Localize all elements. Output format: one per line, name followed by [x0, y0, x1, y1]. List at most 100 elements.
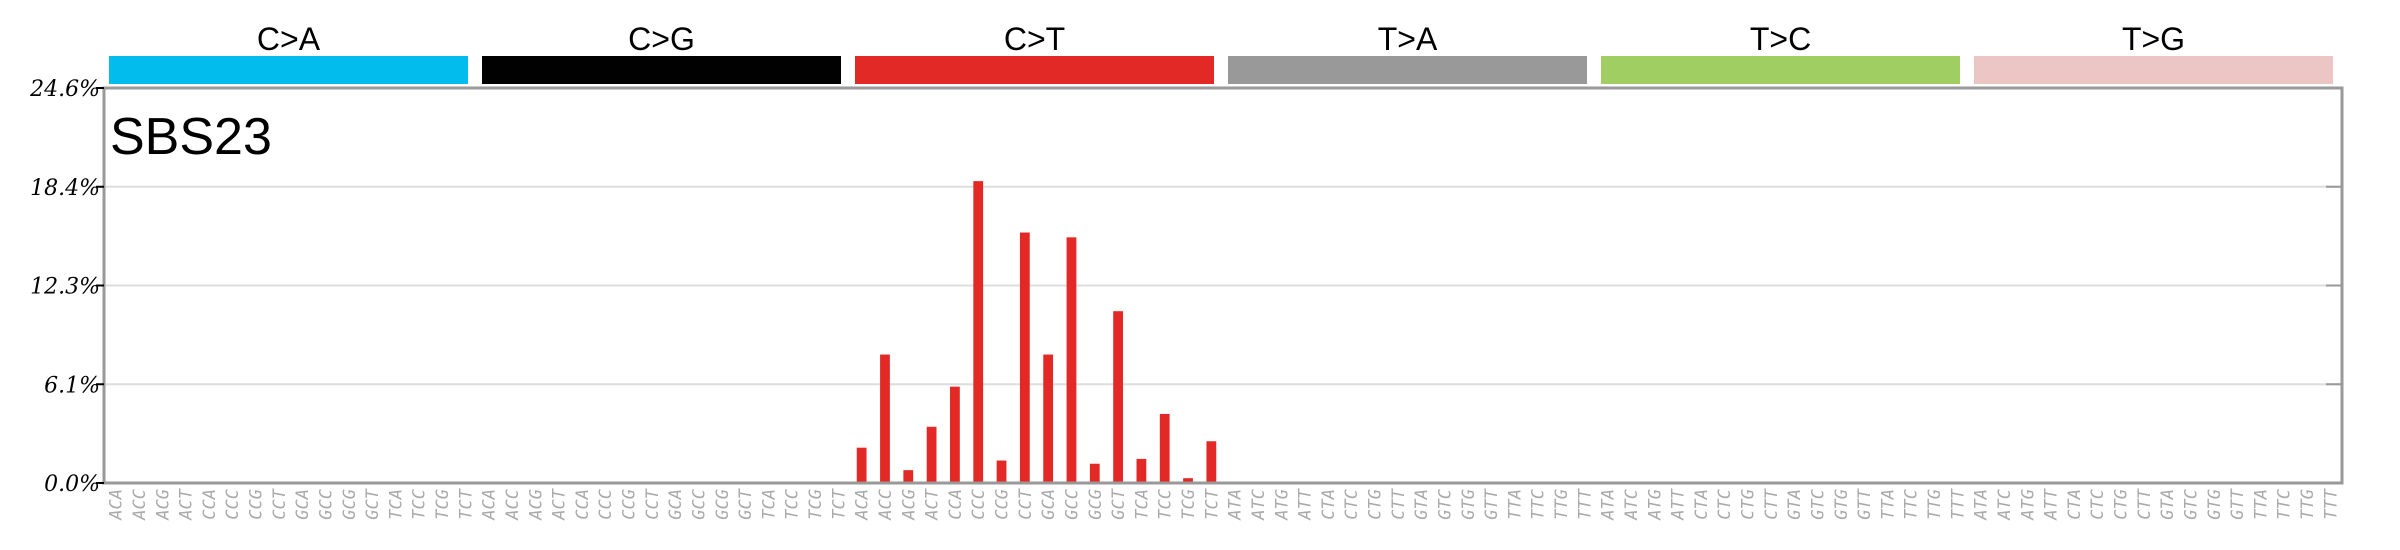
x-tick-label: ACC [130, 488, 150, 520]
x-tick-label: GCT [736, 487, 756, 519]
x-tick-label: GTC [1808, 488, 1828, 519]
x-tick-label: GCC [689, 488, 709, 519]
x-tick-label: ATT [1296, 487, 1316, 520]
x-tick-label: ATG [2018, 489, 2038, 521]
bar [1089, 463, 1100, 483]
x-tick-label: CCG [620, 489, 640, 520]
x-tick-label: ACA [480, 489, 500, 521]
x-tick-label: CTA [2065, 489, 2085, 520]
x-tick-label: GTA [1785, 489, 1805, 520]
mutation-band [482, 56, 841, 84]
mutation-type-label: C>G [628, 21, 695, 57]
x-tick-label: CTA [1692, 489, 1712, 520]
y-tick-label: 12.3% [30, 275, 100, 300]
mutation-type-label: T>C [1750, 21, 1811, 57]
bar [856, 447, 867, 483]
x-tick-label: ACA [853, 489, 873, 521]
x-tick-label: TCC [783, 488, 803, 519]
bar [903, 470, 914, 483]
x-tick-label: CCC [223, 488, 243, 519]
x-tick-label: ACT [550, 487, 570, 520]
x-tick-label: CTT [1762, 487, 1782, 519]
x-tick-label: TCA [1132, 489, 1152, 520]
x-tick-label: GCA [666, 489, 686, 520]
x-tick-label: TTT [1948, 487, 1968, 519]
x-tick-label: GTT [1482, 487, 1502, 519]
x-tick-label: TCT [829, 487, 849, 519]
mutation-type-bands: C>A C>G C>T T>A T>C T>G [109, 21, 2333, 84]
x-tick-label: ACC [503, 488, 523, 520]
x-tick-label: ACG [899, 489, 919, 521]
x-tick-label: TTG [2298, 489, 2318, 520]
x-tick-label: CCA [946, 489, 966, 520]
x-tick-label: CCA [200, 489, 220, 520]
mutation-type-label: C>A [257, 21, 321, 57]
x-tick-label: TCT [1202, 487, 1222, 519]
mutation-band [1974, 56, 2333, 84]
x-tick-label: GCC [316, 488, 336, 519]
x-tick-label: ACG [153, 489, 173, 521]
mutation-band [855, 56, 1214, 84]
x-tick-label: ATC [1995, 488, 2015, 520]
x-tick-label: ATC [1622, 488, 1642, 520]
y-tick-label: 18.4% [30, 176, 100, 201]
x-tick-label: CTC [1342, 488, 1362, 519]
bar [950, 386, 960, 483]
x-tick-label: GCG [713, 489, 733, 520]
x-tick-label: ATG [1645, 489, 1665, 521]
x-tick-label: ATA [1226, 489, 1246, 521]
x-tick-label: GCT [363, 487, 383, 519]
y-axis-ticks: 0.0% 6.1% 12.3% 18.4% 24.6% [29, 77, 104, 497]
x-tick-label: TCA [386, 489, 406, 520]
x-tick-label: ATT [2042, 487, 2062, 520]
x-tick-label: CCG [993, 489, 1013, 520]
x-tick-label: GCA [1039, 489, 1059, 520]
bars [110, 181, 2336, 484]
bar [1019, 232, 1030, 483]
bar [1043, 354, 1054, 483]
x-tick-label: GTT [1855, 487, 1875, 519]
x-tick-label: ATC [1249, 488, 1269, 520]
x-tick-label: ACA [107, 489, 127, 521]
x-tick-label: CTT [2135, 487, 2155, 519]
x-tick-label: CTT [1389, 487, 1409, 519]
y-tick-label: 24.6% [29, 77, 100, 102]
x-tick-label: CCC [969, 488, 989, 519]
x-tick-label: TTC [2275, 488, 2295, 519]
x-tick-label: CTG [2112, 489, 2132, 520]
x-axis-tick-labels: ACA ACC ACG ACT CCA CCC CCG CCT GCA GCC GCG GCT TCA T… [107, 487, 2342, 520]
x-tick-label: CTC [1715, 488, 1735, 519]
x-tick-label: TCC [410, 488, 430, 519]
bar [1159, 413, 1170, 483]
x-tick-label: CCC [596, 488, 616, 519]
x-tick-label: GCC [1062, 488, 1082, 519]
x-tick-label: ACT [177, 487, 197, 520]
bar [1113, 311, 1123, 483]
x-tick-label: CCA [573, 489, 593, 520]
x-tick-label: CCT [1016, 487, 1036, 519]
bar [1183, 478, 1193, 483]
x-tick-label: GCG [340, 489, 360, 520]
mutation-band [1601, 56, 1960, 84]
x-tick-label: ATT [1669, 487, 1689, 520]
x-tick-label: GTC [2181, 488, 2201, 519]
x-tick-label: ATG [1272, 489, 1292, 521]
x-tick-label: TCG [806, 489, 826, 520]
x-tick-label: ATA [1972, 489, 1992, 521]
x-tick-label: ATA [1599, 489, 1619, 521]
bar [1206, 441, 1217, 483]
x-tick-label: TTA [1878, 489, 1898, 520]
bar [1136, 458, 1147, 483]
x-tick-label: CTG [1739, 489, 1759, 520]
mutation-band [1228, 56, 1587, 84]
x-tick-label: ACG [526, 489, 546, 521]
bar [1066, 237, 1077, 483]
x-tick-label: GCG [1086, 489, 1106, 520]
chart-title: SBS23 [110, 108, 272, 166]
x-tick-label: CCT [270, 487, 290, 519]
x-tick-label: GTG [1832, 489, 1852, 520]
x-tick-label: ACC [876, 488, 896, 520]
x-tick-label: CTC [2088, 488, 2108, 519]
y-tick-label: 6.1% [44, 373, 100, 398]
x-tick-label: GTC [1435, 488, 1455, 519]
